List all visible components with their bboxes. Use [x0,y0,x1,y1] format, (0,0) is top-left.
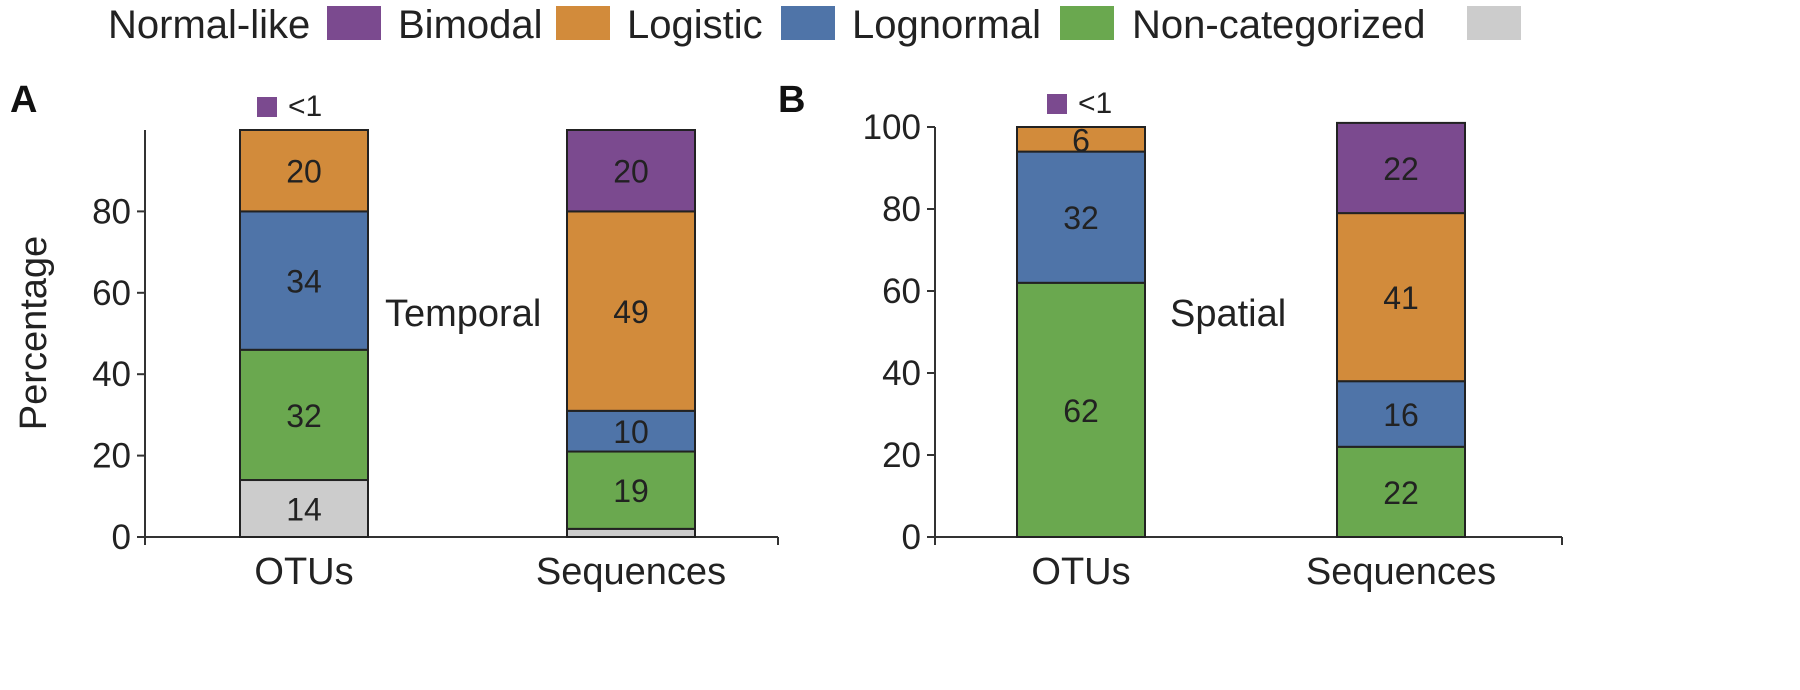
panel-b-y-tick-label-80: 80 [882,190,921,229]
panel-b: B 0 20 40 60 80 100 62 32 6 OTUs 22 16 41 22 Sequences <… [778,79,1563,593]
panel-a-data-label-otus-bimodal: 20 [286,154,322,190]
panel-a-y-tick-label-40: 40 [92,355,131,394]
panel-a-bar-sequences-logistic [566,409,696,453]
legend-label-lognormal: Lognormal [852,3,1041,47]
panel-a-annotation: Temporal [385,293,541,335]
panel-a-x-tick-label-sequences: Sequences [536,551,726,593]
panel-b-x-tick-label-sequences: Sequences [1306,551,1496,593]
panel-b-y-tick-label-40: 40 [882,354,921,393]
panel-b-data-label-sequences-bimodal: 41 [1383,280,1419,316]
panel-a-data-label-sequences-normal-like: 20 [613,154,649,190]
panel-b-data-label-sequences-normal-like: 22 [1383,151,1419,187]
legend: Normal-like Bimodal Logistic Lognormal Non-c… [108,3,1521,47]
panel-b-x-tick-label-otus: OTUs [1031,551,1130,593]
panel-b-marker-note: <1 [1078,87,1112,120]
legend-label-logistic: Logistic [627,3,763,47]
panel-a-data-label-sequences-bimodal: 49 [613,294,649,330]
panel-a-y-tick-label-60: 60 [92,274,131,313]
panel-a-label: A [10,79,37,121]
panel-a-bar-sequences-normal-like [566,129,696,213]
panel-b-annotation: Spatial [1170,293,1286,335]
panel-a-y-tick-label-0: 0 [112,518,131,557]
panel-b-bar-otus-logistic [1016,150,1146,284]
panel-a-bar-otus-bimodal [239,129,369,213]
panel-a-x-tick-label-otus: OTUs [254,551,353,593]
legend-swatch-normal-like [327,6,381,40]
panel-a-y-tick-label-20: 20 [92,437,131,476]
panel-a-y-axis-label: Percentage [13,236,55,430]
panel-b-bar-sequences-lognormal [1336,445,1466,538]
panel-b-data-label-otus-bimodal: 6 [1072,122,1090,158]
panel-a-marker-note: <1 [288,90,322,123]
panel-b-data-label-otus-lognormal: 62 [1063,393,1099,429]
panel-b-bar-sequences-normal-like [1336,121,1466,215]
panel-b-y-tick-label-100: 100 [863,108,921,147]
panel-b-data-label-otus-logistic: 32 [1063,200,1099,236]
panel-b-bar-otus-bimodal [1016,126,1146,153]
legend-label-non-categorized: Non-categorized [1132,3,1426,47]
panel-b-bar-sequences-logistic [1336,380,1466,448]
panel-b-data-label-sequences-lognormal: 22 [1383,475,1419,511]
panel-a-data-label-otus-lognormal: 32 [286,398,322,434]
panel-a-bar-sequences-non-categorized [566,527,696,538]
panel-b-label: B [778,79,805,121]
panel-b-data-label-sequences-logistic: 16 [1383,397,1419,433]
panel-a-bar-otus-logistic [239,210,369,351]
legend-label-bimodal: Bimodal [398,3,543,47]
panel-a-data-label-otus-non-categorized: 14 [286,492,322,528]
panel-b-bar-otus-lognormal [1016,281,1146,538]
legend-swatch-non-categorized [1467,6,1521,40]
panel-b-y-tick-label-0: 0 [902,518,921,557]
panel-a: A 0 20 40 60 80 Percentage 14 32 34 20 OTUs 19 10 49 20… [10,79,779,593]
panel-a-y-tick-label-80: 80 [92,192,131,231]
panel-b-y-tick-label-20: 20 [882,436,921,475]
legend-label-normal-like: Normal-like [108,3,310,47]
panel-a-data-label-otus-logistic: 34 [286,264,322,300]
panel-b-bar-sequences-bimodal [1336,212,1466,383]
legend-swatch-bimodal [556,6,610,40]
panel-b-marker-swatch [1047,94,1067,114]
legend-swatch-logistic [781,6,835,40]
panel-b-y-tick-label-60: 60 [882,272,921,311]
panel-a-data-label-sequences-logistic: 10 [613,414,649,450]
panel-a-data-label-sequences-lognormal: 19 [613,473,649,509]
panel-a-bar-otus-lognormal [239,348,369,482]
panel-a-marker-swatch [257,97,277,117]
legend-swatch-lognormal [1060,6,1114,40]
